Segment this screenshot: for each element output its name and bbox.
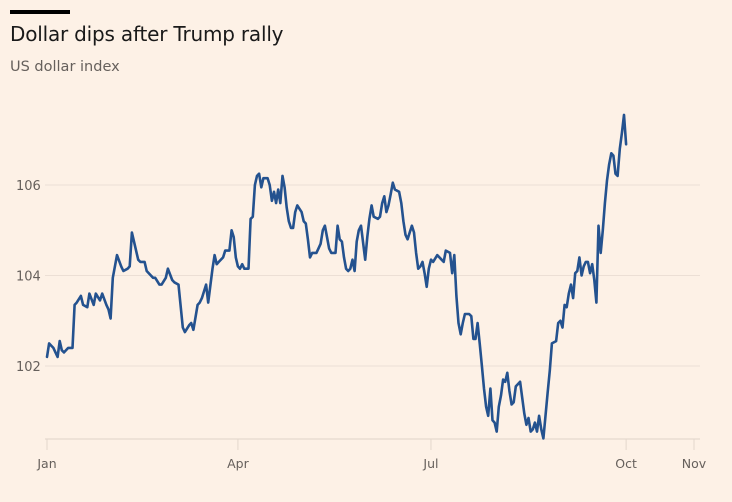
gridlines [45,184,700,367]
x-tick-label: Jul [422,456,438,471]
series-line-us-dollar-index [45,113,628,440]
chart-subtitle: US dollar index [10,59,120,75]
y-tick-label: 102 [16,360,41,375]
x-tick-label: Oct [615,456,637,471]
x-axis: Jan Apr Jul Oct Nov [36,438,707,471]
x-tick-label: Nov [682,456,707,471]
y-tick-label: 104 [16,270,41,285]
x-tick-label: Jan [36,456,56,471]
chart-title: Dollar dips after Trump rally [10,22,284,46]
y-tick-label: 106 [16,179,41,194]
title-accent-bar [10,10,70,14]
x-tick-label: Apr [227,456,249,471]
series-lines [45,113,628,440]
y-axis: 102 104 106 [16,179,41,375]
